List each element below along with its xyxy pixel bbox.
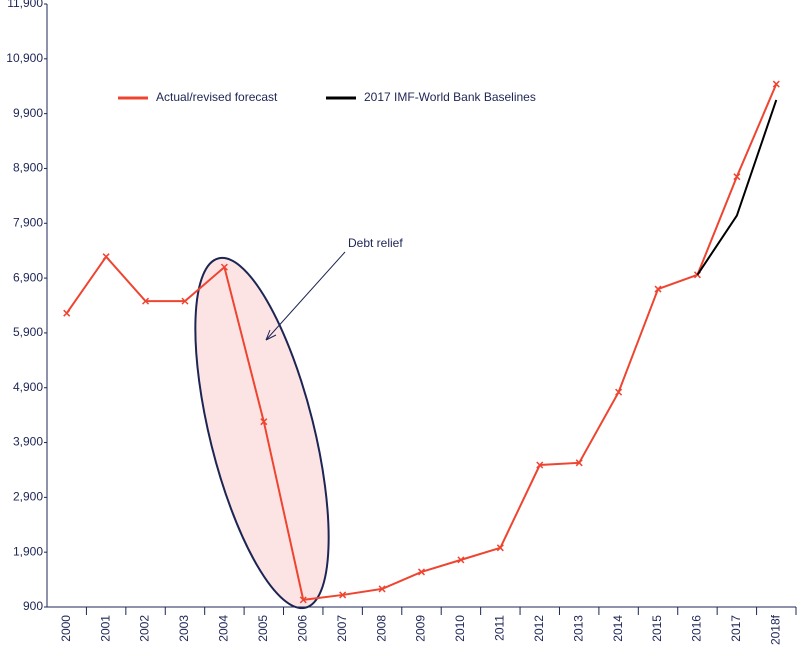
x-tick-label: 2012 bbox=[532, 615, 546, 642]
y-tick-label: 7,900 bbox=[13, 215, 43, 229]
x-tick-label: 2015 bbox=[650, 615, 664, 642]
y-tick-label: 10,900 bbox=[6, 51, 43, 65]
y-tick-label: 6,900 bbox=[13, 270, 43, 284]
x-tick-label: 2010 bbox=[453, 615, 467, 642]
point-marker bbox=[615, 388, 623, 396]
y-tick-label: 3,900 bbox=[13, 435, 43, 449]
point-marker bbox=[142, 297, 150, 305]
point-marker bbox=[575, 459, 583, 467]
x-tick-label: 2003 bbox=[177, 615, 191, 642]
x-tick-label: 2008 bbox=[374, 615, 388, 642]
point-marker bbox=[654, 285, 662, 293]
point-marker bbox=[772, 80, 780, 88]
x-tick-label: 2004 bbox=[217, 615, 231, 642]
x-tick-label: 2006 bbox=[295, 615, 309, 642]
x-tick-label: 2011 bbox=[493, 615, 507, 641]
point-marker bbox=[536, 461, 544, 469]
x-tick-label: 2013 bbox=[571, 615, 585, 642]
y-tick-label: 1,900 bbox=[13, 544, 43, 558]
point-marker bbox=[496, 544, 504, 552]
point-marker bbox=[102, 253, 110, 261]
point-marker bbox=[63, 309, 71, 317]
x-tick-label: 2005 bbox=[256, 615, 270, 642]
x-tick-label: 2014 bbox=[611, 615, 625, 642]
point-marker bbox=[339, 591, 347, 599]
x-tick-label: 2001 bbox=[98, 615, 112, 642]
highlight-ellipse bbox=[194, 256, 330, 610]
x-tick-label: 2000 bbox=[59, 615, 73, 642]
point-marker bbox=[220, 263, 228, 271]
annotation-arrow bbox=[265, 251, 346, 341]
point-marker bbox=[417, 568, 426, 576]
y-tick-label: 8,900 bbox=[13, 161, 43, 175]
point-marker bbox=[457, 556, 465, 564]
x-tick-label: 2018f bbox=[768, 614, 782, 645]
y-tick-label: 9,900 bbox=[13, 106, 43, 120]
x-tick-label: 2009 bbox=[414, 615, 428, 642]
x-tick-label: 2016 bbox=[690, 615, 704, 642]
y-tick-label: 2,900 bbox=[13, 490, 43, 504]
point-marker bbox=[299, 596, 307, 604]
point-marker bbox=[181, 297, 189, 305]
x-tick-label: 2007 bbox=[335, 615, 349, 642]
annotation: Debt relief bbox=[348, 236, 403, 250]
y-tick-label: 11,900 bbox=[7, 0, 43, 10]
x-tick-label: 2002 bbox=[138, 615, 152, 642]
y-tick-label: 4,900 bbox=[13, 380, 43, 394]
point-marker bbox=[260, 418, 268, 426]
y-tick-label: 5,900 bbox=[13, 325, 43, 339]
series-line bbox=[696, 99, 778, 276]
point-marker bbox=[378, 585, 386, 593]
point-marker bbox=[733, 173, 741, 181]
legend-label: 2017 IMF-World Bank Baselines bbox=[364, 90, 536, 104]
arrow-head bbox=[265, 329, 277, 341]
series-line bbox=[65, 83, 778, 601]
legend-label: Actual/revised forecast bbox=[156, 90, 278, 104]
y-tick-label: 900 bbox=[23, 599, 43, 613]
x-tick-label: 2017 bbox=[729, 615, 743, 642]
